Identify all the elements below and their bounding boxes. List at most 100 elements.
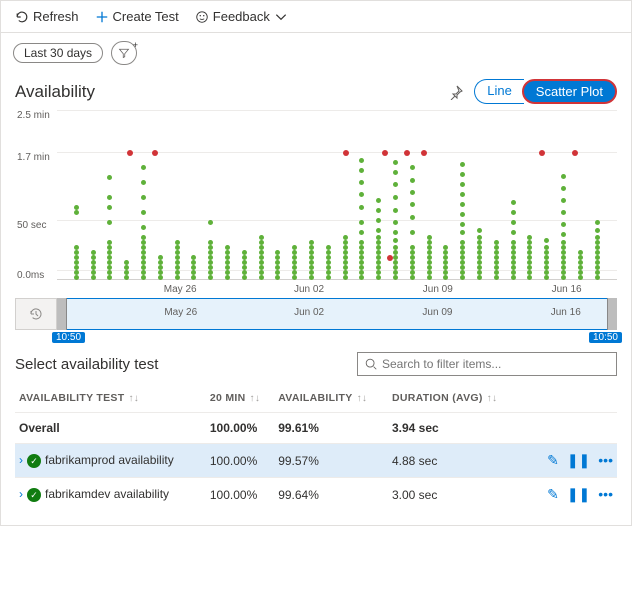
data-point-ok[interactable]	[561, 260, 566, 265]
data-point-ok[interactable]	[595, 235, 600, 240]
data-point-ok[interactable]	[343, 270, 348, 275]
data-point-ok[interactable]	[527, 250, 532, 255]
search-input[interactable]	[378, 355, 610, 373]
data-point-ok[interactable]	[275, 250, 280, 255]
data-point-ok[interactable]	[544, 250, 549, 255]
data-point-ok[interactable]	[141, 270, 146, 275]
data-point-ok[interactable]	[343, 265, 348, 270]
data-point-ok[interactable]	[124, 270, 129, 275]
table-row[interactable]: ›✓fabrikamprod availability100.00%99.57%…	[15, 444, 617, 478]
data-point-fail[interactable]	[382, 150, 388, 156]
data-point-ok[interactable]	[326, 270, 331, 275]
data-point-ok[interactable]	[141, 245, 146, 250]
data-point-ok[interactable]	[410, 260, 415, 265]
data-point-ok[interactable]	[107, 270, 112, 275]
data-point-ok[interactable]	[175, 265, 180, 270]
data-point-ok[interactable]	[141, 250, 146, 255]
data-point-ok[interactable]	[460, 202, 465, 207]
data-point-ok[interactable]	[141, 265, 146, 270]
edit-icon[interactable]: ✎	[547, 452, 559, 468]
data-point-ok[interactable]	[595, 220, 600, 225]
data-point-ok[interactable]	[259, 250, 264, 255]
data-point-ok[interactable]	[561, 222, 566, 227]
data-point-ok[interactable]	[141, 180, 146, 185]
data-point-ok[interactable]	[410, 265, 415, 270]
search-box[interactable]	[357, 352, 617, 376]
data-point-ok[interactable]	[477, 228, 482, 233]
data-point-ok[interactable]	[359, 205, 364, 210]
data-point-ok[interactable]	[410, 255, 415, 260]
create-test-button[interactable]: Create Test	[89, 5, 185, 28]
data-point-ok[interactable]	[208, 245, 213, 250]
data-point-ok[interactable]	[460, 255, 465, 260]
col-20min[interactable]: 20 MIN↑↓	[206, 384, 274, 413]
data-point-ok[interactable]	[561, 270, 566, 275]
data-point-ok[interactable]	[443, 270, 448, 275]
data-point-ok[interactable]	[511, 255, 516, 260]
data-point-ok[interactable]	[359, 230, 364, 235]
data-point-ok[interactable]	[477, 270, 482, 275]
data-point-ok[interactable]	[74, 270, 79, 275]
data-point-ok[interactable]	[410, 250, 415, 255]
range-handle-right[interactable]	[607, 298, 617, 330]
data-point-ok[interactable]	[309, 250, 314, 255]
time-range-slider[interactable]: 10:50 10:50 May 26Jun 02Jun 09Jun 16	[57, 298, 617, 330]
data-point-ok[interactable]	[359, 250, 364, 255]
pause-icon[interactable]: ❚❚	[567, 452, 590, 468]
data-point-ok[interactable]	[460, 182, 465, 187]
data-point-ok[interactable]	[595, 270, 600, 275]
data-point-ok[interactable]	[74, 265, 79, 270]
data-point-ok[interactable]	[578, 260, 583, 265]
data-point-ok[interactable]	[443, 260, 448, 265]
data-point-ok[interactable]	[460, 212, 465, 217]
data-point-ok[interactable]	[443, 250, 448, 255]
data-point-ok[interactable]	[91, 255, 96, 260]
data-point-ok[interactable]	[141, 240, 146, 245]
data-point-ok[interactable]	[359, 240, 364, 245]
data-point-ok[interactable]	[393, 265, 398, 270]
data-point-ok[interactable]	[511, 245, 516, 250]
data-point-ok[interactable]	[191, 270, 196, 275]
data-point-ok[interactable]	[141, 210, 146, 215]
data-point-ok[interactable]	[595, 255, 600, 260]
data-point-ok[interactable]	[309, 240, 314, 245]
data-point-ok[interactable]	[427, 235, 432, 240]
data-point-ok[interactable]	[393, 220, 398, 225]
data-point-ok[interactable]	[359, 168, 364, 173]
data-point-ok[interactable]	[410, 230, 415, 235]
data-point-ok[interactable]	[595, 228, 600, 233]
data-point-ok[interactable]	[376, 270, 381, 275]
data-point-ok[interactable]	[175, 270, 180, 275]
data-point-ok[interactable]	[208, 250, 213, 255]
data-point-ok[interactable]	[74, 205, 79, 210]
data-point-ok[interactable]	[477, 260, 482, 265]
data-point-ok[interactable]	[141, 195, 146, 200]
table-row[interactable]: Overall100.00%99.61%3.94 sec	[15, 413, 617, 444]
data-point-ok[interactable]	[309, 265, 314, 270]
data-point-fail[interactable]	[404, 150, 410, 156]
data-point-ok[interactable]	[595, 260, 600, 265]
data-point-ok[interactable]	[107, 195, 112, 200]
pin-icon[interactable]	[448, 84, 464, 100]
data-point-ok[interactable]	[410, 190, 415, 195]
data-point-ok[interactable]	[326, 260, 331, 265]
add-filter-button[interactable]: +	[111, 41, 137, 65]
data-point-ok[interactable]	[225, 260, 230, 265]
data-point-ok[interactable]	[511, 265, 516, 270]
data-point-ok[interactable]	[175, 255, 180, 260]
data-point-ok[interactable]	[427, 250, 432, 255]
data-point-ok[interactable]	[494, 240, 499, 245]
data-point-fail[interactable]	[539, 150, 545, 156]
data-point-ok[interactable]	[410, 202, 415, 207]
data-point-ok[interactable]	[494, 255, 499, 260]
data-point-ok[interactable]	[292, 260, 297, 265]
data-point-ok[interactable]	[544, 238, 549, 243]
data-point-ok[interactable]	[74, 250, 79, 255]
more-icon[interactable]: •••	[598, 452, 613, 468]
data-point-ok[interactable]	[259, 255, 264, 260]
data-point-ok[interactable]	[376, 208, 381, 213]
data-point-ok[interactable]	[511, 220, 516, 225]
data-point-ok[interactable]	[292, 270, 297, 275]
data-point-ok[interactable]	[309, 270, 314, 275]
data-point-ok[interactable]	[578, 255, 583, 260]
